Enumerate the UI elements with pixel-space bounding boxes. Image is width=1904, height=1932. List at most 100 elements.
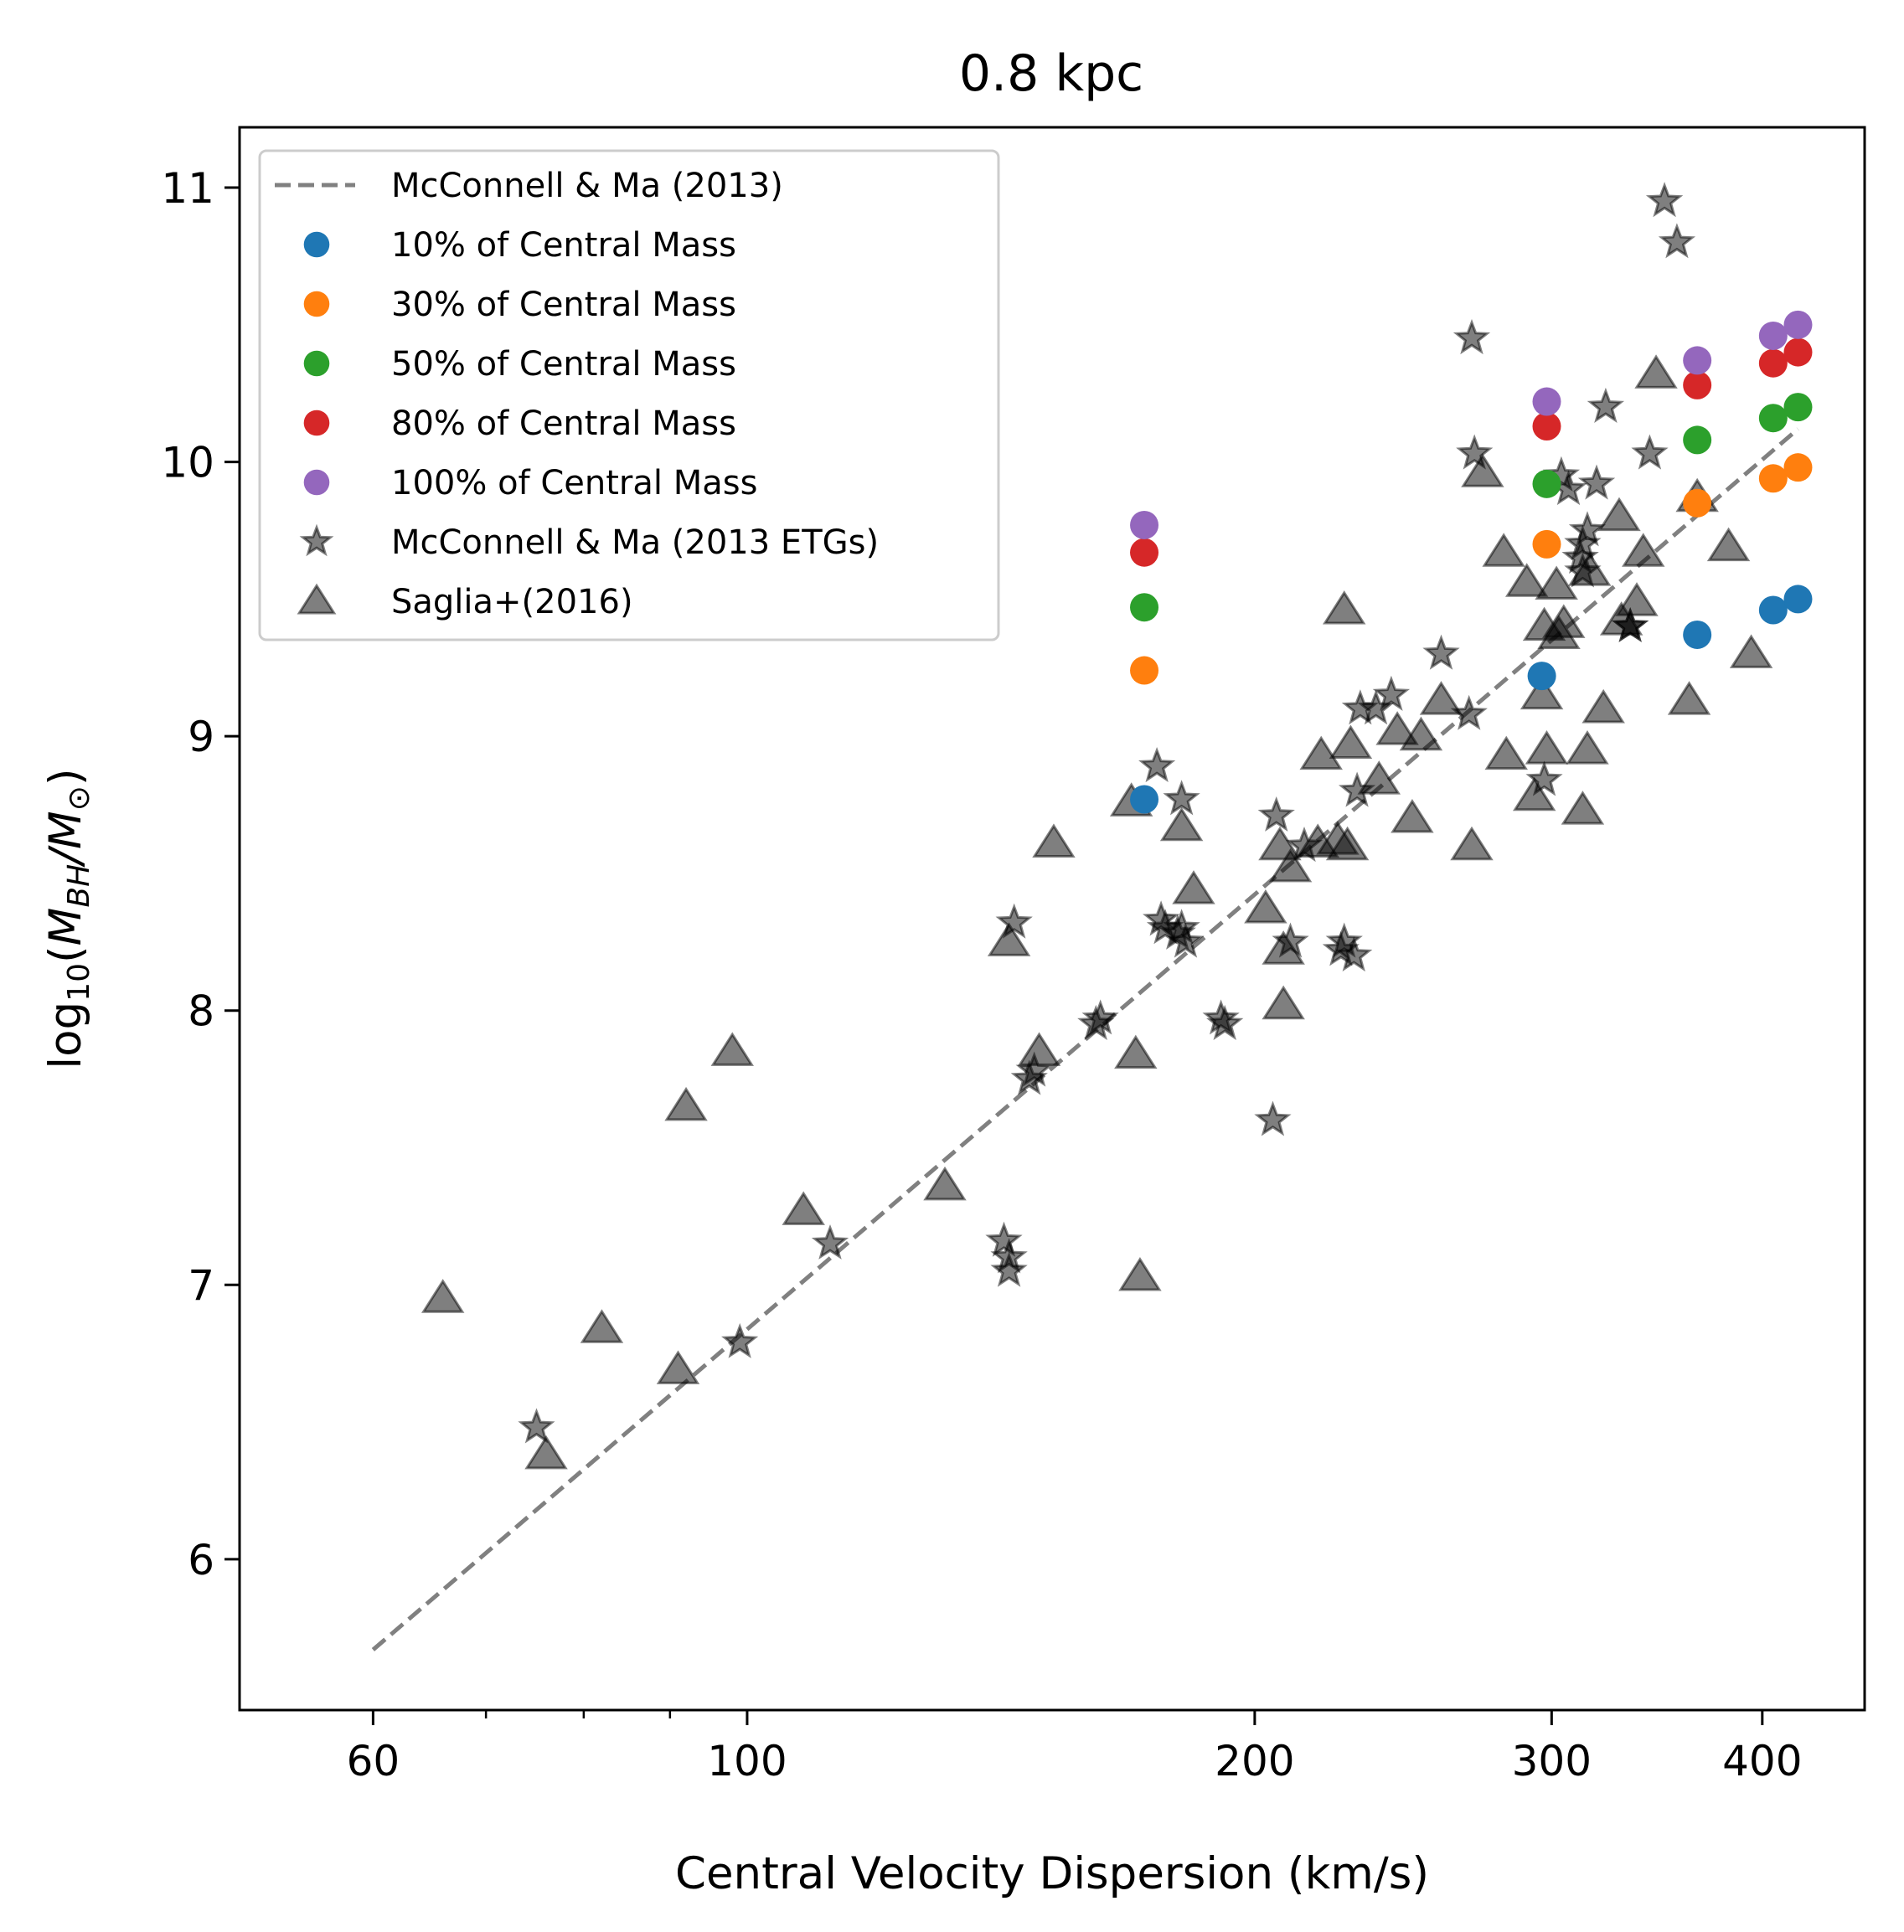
- y-label-log: log: [40, 1002, 91, 1069]
- y-label-m-bh: M: [40, 908, 91, 946]
- triangle-point: [421, 1279, 465, 1313]
- triangle-point: [1329, 724, 1373, 760]
- y-label-m-sun: M: [40, 811, 91, 849]
- x-tick-label: 200: [1215, 1737, 1294, 1785]
- series-10-of-central-mass: [1130, 585, 1813, 814]
- star-point: [1568, 511, 1607, 547]
- circle-point: [1532, 529, 1561, 559]
- legend-entry: 80% of Central Mass: [303, 404, 736, 443]
- y-label-sub-sun: ⊙: [62, 786, 96, 811]
- triangle-point: [1118, 1256, 1162, 1291]
- circle-point: [1527, 662, 1556, 691]
- series-mcconnell-ma-2013-etgs-: [518, 182, 1696, 1444]
- circle-point: [1758, 595, 1788, 625]
- triangle-point: [1706, 527, 1751, 562]
- star-point: [1372, 675, 1411, 711]
- circle-point: [1130, 785, 1159, 814]
- triangle-point: [1622, 533, 1665, 567]
- circle-point: [1783, 337, 1813, 367]
- triangle-point: [1535, 565, 1578, 600]
- triangle-point: [1268, 848, 1313, 883]
- x-tick-label: 300: [1512, 1737, 1592, 1785]
- triangle-point: [580, 1309, 624, 1343]
- triangle-point: [1172, 870, 1215, 904]
- triangle-point: [1262, 985, 1305, 1020]
- star-point: [1138, 746, 1176, 783]
- x-tick-label: 100: [707, 1737, 787, 1785]
- series-saglia-2016-: [421, 354, 1773, 1470]
- circle-point: [1783, 585, 1813, 614]
- plot-area: [371, 182, 1813, 1651]
- circle-point: [1532, 387, 1561, 416]
- triangle-point: [1325, 826, 1370, 861]
- triangle-point: [1322, 590, 1366, 625]
- star-point: [1202, 999, 1240, 1035]
- triangle-point: [710, 1032, 755, 1066]
- legend-label: Saglia+(2016): [391, 583, 633, 621]
- triangle-point: [1032, 823, 1076, 858]
- circle-point: [1783, 393, 1813, 422]
- circle-point: [1758, 464, 1788, 493]
- triangle-point: [1484, 735, 1528, 770]
- star-point: [1450, 694, 1488, 730]
- star-point: [1658, 223, 1696, 259]
- circle-point: [1130, 538, 1159, 567]
- circle-point: [1758, 348, 1788, 378]
- circle-point: [1130, 510, 1159, 539]
- legend-circle-swatch: [303, 291, 330, 317]
- triangle-point: [1667, 681, 1711, 715]
- y-axis-label: log10(MBH/M⊙): [40, 768, 96, 1069]
- star-point: [1587, 387, 1625, 423]
- legend-box: [258, 149, 1000, 641]
- star-point: [518, 1408, 555, 1444]
- circle-point: [1532, 412, 1561, 441]
- legend-label: 80% of Central Mass: [391, 404, 736, 443]
- chart-title: 0.8 kpc: [959, 44, 1143, 103]
- triangle-point: [664, 1086, 708, 1121]
- star-point: [721, 1322, 759, 1358]
- triangle-point: [1634, 354, 1678, 389]
- triangle-point: [1566, 730, 1609, 765]
- circle-point: [1683, 370, 1712, 399]
- y-tick-label: 7: [188, 1261, 214, 1310]
- y-tick-label: 8: [188, 987, 214, 1036]
- triangle-point: [1375, 711, 1419, 745]
- legend-entry: 50% of Central Mass: [303, 345, 736, 384]
- circle-point: [1783, 453, 1813, 482]
- triangle-point: [1615, 582, 1659, 616]
- legend-entry: 30% of Central Mass: [303, 286, 736, 324]
- legend-triangle-swatch: [297, 583, 337, 615]
- star-point: [1163, 909, 1200, 945]
- star-point: [990, 1251, 1028, 1287]
- y-label-sub-bh: BH: [62, 864, 96, 908]
- triangle-point: [524, 1435, 568, 1470]
- triangle-point: [923, 1166, 967, 1201]
- triangle-point: [1482, 533, 1525, 567]
- x-tick-label: 60: [347, 1737, 400, 1785]
- star-point: [1335, 935, 1373, 972]
- star-point: [1422, 634, 1460, 670]
- star-point: [1163, 780, 1200, 816]
- series-50-of-central-mass: [1130, 393, 1813, 622]
- triangle-point: [1582, 688, 1625, 724]
- legend-label: McConnell & Ma (2013): [391, 167, 783, 205]
- triangle-point: [987, 922, 1031, 956]
- legend-entry: McConnell & Ma (2013): [275, 167, 783, 205]
- triangle-point: [1450, 826, 1494, 861]
- star-point: [1338, 771, 1376, 807]
- legend-circle-swatch: [303, 410, 330, 436]
- circle-point: [1130, 593, 1159, 622]
- x-tick-label: 400: [1722, 1737, 1802, 1785]
- legend-label: 10% of Central Mass: [391, 226, 736, 265]
- series-80-of-central-mass: [1130, 337, 1813, 567]
- star-point: [1612, 606, 1649, 642]
- circle-point: [1758, 321, 1788, 350]
- star-point: [811, 1224, 849, 1260]
- legend-entry: McConnell & Ma (2013 ETGs): [299, 523, 879, 562]
- legend-circle-swatch: [303, 350, 330, 377]
- legend: McConnell & Ma (2013) 10% of Central Mass…: [258, 149, 1000, 641]
- circle-point: [1683, 346, 1712, 375]
- star-point: [1456, 434, 1494, 470]
- triangle-point: [1597, 497, 1641, 532]
